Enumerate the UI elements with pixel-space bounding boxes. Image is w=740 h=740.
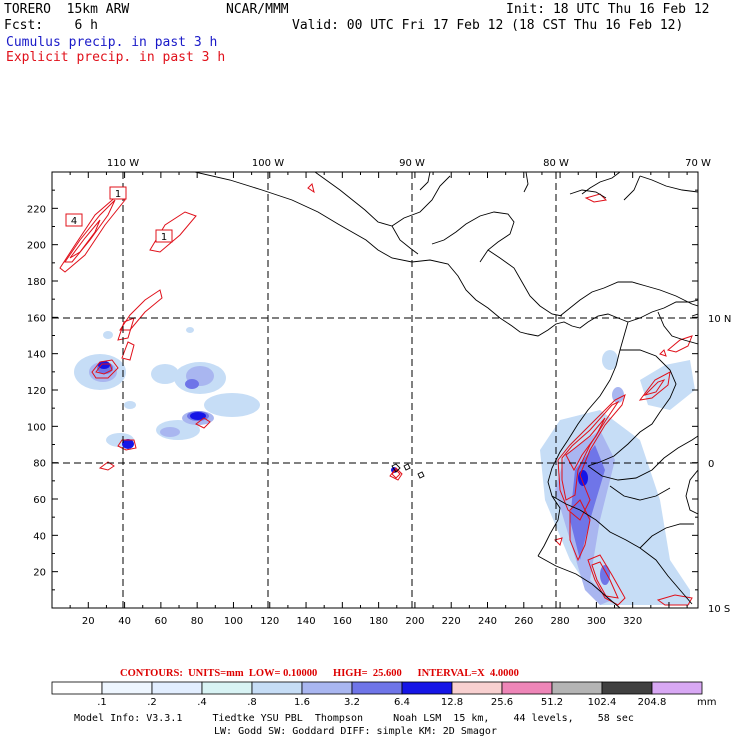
lon-label: 90 W xyxy=(399,158,425,169)
lon-label: 110 W xyxy=(107,158,139,169)
forecast-hour: Fcst: 6 h xyxy=(4,18,98,33)
contour-label: 1 xyxy=(161,232,167,243)
x-tick-label: 160 xyxy=(333,616,352,627)
x-tick-label: 300 xyxy=(587,616,606,627)
contour-label: 4 xyxy=(71,216,77,227)
contour-info: CONTOURS: UNITS=mm LOW= 0.10000 HIGH= 25… xyxy=(120,668,519,679)
colorbar-label: .1 xyxy=(97,697,107,708)
colorbar-label: 1.6 xyxy=(294,697,310,708)
x-tick-label: 20 xyxy=(82,616,95,627)
x-tick-label: 320 xyxy=(623,616,642,627)
model-info: Model Info: V3.3.1 Tiedtke YSU PBL Thomp… xyxy=(74,713,634,724)
x-tick-label: 280 xyxy=(551,616,570,627)
y-axis-labels: 220 200 180 160 140 120 100 80 60 40 20 xyxy=(27,204,46,578)
colorbar-label: 3.2 xyxy=(344,697,360,708)
x-tick-label: 220 xyxy=(442,616,461,627)
y-tick-label: 40 xyxy=(33,531,46,542)
colorbar-swatch xyxy=(251,681,303,695)
colorbar-label: .8 xyxy=(247,697,257,708)
org-label: NCAR/MMM xyxy=(226,2,289,17)
lat-label: 10 N xyxy=(708,314,731,325)
latlon-grid xyxy=(52,172,698,608)
x-tick-label: 60 xyxy=(155,616,168,627)
y-tick-label: 120 xyxy=(27,386,46,397)
colorbar-swatch xyxy=(651,681,703,695)
x-tick-label: 140 xyxy=(296,616,315,627)
x-tick-label: 100 xyxy=(224,616,243,627)
y-tick-label: 180 xyxy=(27,277,46,288)
colorbar-unit: mm xyxy=(697,697,716,708)
lat-label: 0 xyxy=(708,459,714,470)
lon-label: 70 W xyxy=(685,158,711,169)
y-tick-label: 20 xyxy=(33,568,46,579)
x-axis-labels: 20 40 60 80 100 120 140 160 180 200 220 240 260 280 30… xyxy=(82,616,642,627)
cumulus-precip-areas xyxy=(74,327,695,605)
colorbar-swatch xyxy=(201,681,253,695)
colorbar-swatch xyxy=(401,681,453,695)
lon-label: 100 W xyxy=(252,158,284,169)
coastlines xyxy=(194,172,698,608)
y-tick-label: 220 xyxy=(27,204,46,215)
x-tick-label: 180 xyxy=(369,616,388,627)
x-tick-label: 40 xyxy=(118,616,131,627)
valid-time: Valid: 00 UTC Fri 17 Feb 12 (18 CST Thu … xyxy=(292,18,684,33)
y-tick-label: 200 xyxy=(27,241,46,252)
colorbar-swatch xyxy=(301,681,353,695)
colorbar-swatch xyxy=(351,681,403,695)
init-time: Init: 18 UTC Thu 16 Feb 12 xyxy=(506,2,710,17)
y-tick-label: 160 xyxy=(27,313,46,324)
colorbar-swatch xyxy=(551,681,603,695)
model-title: TORERO 15km ARW xyxy=(4,2,130,17)
x-tick-label: 260 xyxy=(514,616,533,627)
y-tick-label: 80 xyxy=(33,459,46,470)
colorbar-label: 51.2 xyxy=(541,697,563,708)
colorbar-label: 204.8 xyxy=(638,697,667,708)
colorbar-label: .4 xyxy=(197,697,207,708)
colorbar-label: .2 xyxy=(147,697,157,708)
colorbar-swatch xyxy=(451,681,503,695)
y-tick-label: 60 xyxy=(33,495,46,506)
y-tick-label: 100 xyxy=(27,422,46,433)
y-axis-ticks xyxy=(52,171,698,591)
colorbar-label: 12.8 xyxy=(441,697,463,708)
colorbar-label: 6.4 xyxy=(394,697,410,708)
colorbar-label: 102.4 xyxy=(588,697,617,708)
colorbar-labels: .1 .2 .4 .8 1.6 3.2 6.4 12.8 25.6 51.2 102.4 204.8 xyxy=(97,697,666,708)
y-tick-label: 140 xyxy=(27,350,46,361)
legend-cumulus: Cumulus precip. in past 3 h xyxy=(6,35,218,50)
lon-label: 80 W xyxy=(543,158,569,169)
legend-explicit: Explicit precip. in past 3 h xyxy=(6,50,226,65)
x-axis-ticks xyxy=(69,172,688,608)
colorbar-swatch xyxy=(151,681,203,695)
physics-info: LW: Godd SW: Goddard DIFF: simple KM: 2D… xyxy=(214,726,497,737)
explicit-precip-contours xyxy=(59,183,693,606)
lat-label: 10 S xyxy=(708,604,730,615)
x-tick-label: 240 xyxy=(478,616,497,627)
contour-labels xyxy=(65,186,173,243)
x-tick-label: 200 xyxy=(405,616,424,627)
colorbar-swatch xyxy=(51,681,103,695)
colorbar-swatch xyxy=(601,681,653,695)
colorbar xyxy=(51,681,703,695)
colorbar-swatch xyxy=(101,681,153,695)
x-tick-label: 120 xyxy=(260,616,279,627)
colorbar-swatch xyxy=(501,681,553,695)
x-tick-label: 80 xyxy=(191,616,204,627)
colorbar-label: 25.6 xyxy=(491,697,513,708)
contour-label: 1 xyxy=(115,189,121,200)
